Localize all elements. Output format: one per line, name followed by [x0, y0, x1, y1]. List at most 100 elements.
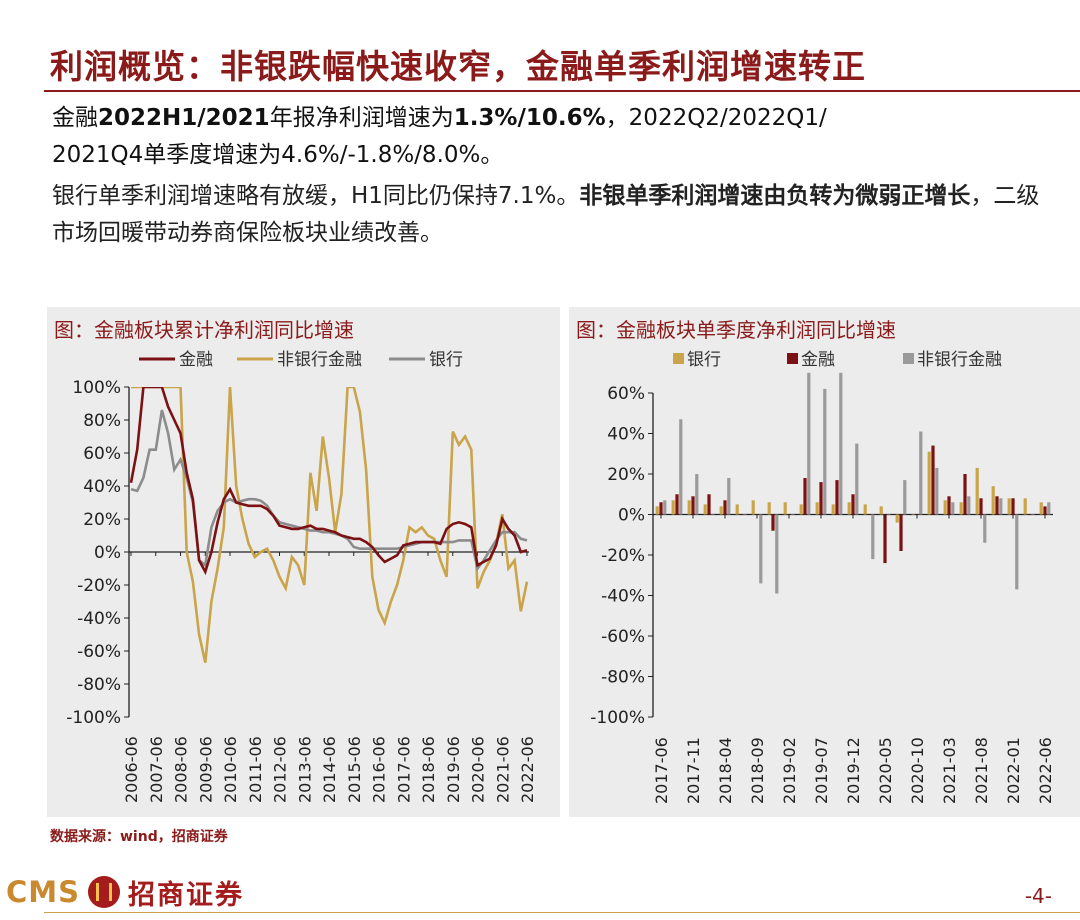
- y-tick-label: -100%: [590, 708, 645, 728]
- y-tick-label: 20%: [607, 465, 645, 485]
- x-tick-label: 2012-06: [271, 736, 290, 803]
- legend-label: 非银行金融: [277, 350, 362, 370]
- chart-title-cumulative: 图：金融板块累计净利润同比增速: [54, 318, 354, 342]
- bar-non-bank: [935, 467, 939, 515]
- bar-bank: [1039, 502, 1043, 515]
- x-tick-label: 2021-06: [493, 736, 512, 803]
- bar-bank: [895, 514, 899, 523]
- bar-non-bank: [839, 372, 843, 515]
- y-tick-label: 20%: [83, 510, 121, 530]
- bar-bank: [671, 500, 675, 515]
- bar-non-bank: [775, 514, 779, 594]
- bar-finance: [851, 494, 855, 515]
- title-divider: [44, 90, 1080, 92]
- bar-finance: [659, 502, 663, 515]
- bar-non-bank: [999, 498, 1003, 515]
- bar-finance: [691, 496, 695, 515]
- y-tick-label: 100%: [72, 378, 121, 398]
- x-tick-label: 2007-06: [147, 736, 166, 803]
- summary-line-1-run: 1.3%/10.6%: [453, 105, 606, 131]
- bar-non-bank: [855, 443, 859, 515]
- bar-non-bank: [903, 480, 907, 515]
- y-tick-label: -40%: [77, 609, 121, 629]
- bar-finance: [675, 494, 679, 515]
- legend-swatch: [903, 353, 914, 364]
- x-tick-label: 2019-12: [844, 737, 863, 804]
- x-tick-label: 2008-06: [172, 736, 191, 803]
- bar-bank: [943, 500, 947, 515]
- x-tick-label: 2020-10: [908, 737, 927, 804]
- x-tick-label: 2022-06: [1036, 737, 1055, 804]
- y-tick-label: 40%: [607, 425, 645, 445]
- summary-line-1-run: 金融: [52, 105, 98, 131]
- bar-bank: [735, 504, 739, 515]
- bar-bank: [927, 451, 931, 515]
- bar-bank: [863, 504, 867, 515]
- chart-title-quarterly: 图：金融板块单季度净利润同比增速: [576, 318, 896, 342]
- summary-line-1: 金融2022H1/2021年报净利润增速为1.3%/10.6%，2022Q2/2…: [52, 105, 827, 131]
- summary-line-2: 2021Q4单季度增速为4.6%/-1.8%/8.0%。: [52, 142, 504, 168]
- cms-logo: CMS 招商证券: [6, 872, 244, 912]
- bar-non-bank: [887, 514, 891, 515]
- chart-panel-cumulative: 图：金融板块累计净利润同比增速 金融 非银行金融 银行 100% 80% 60% 40% 20…: [47, 307, 560, 817]
- bar-finance: [1027, 514, 1031, 515]
- bar-non-bank: [1047, 502, 1051, 515]
- bar-finance: [867, 514, 871, 515]
- bar-non-bank: [919, 431, 923, 515]
- legend-swatch: [673, 353, 684, 364]
- bar-finance: [899, 514, 903, 551]
- bar-non-bank: [727, 478, 731, 515]
- bar-non-bank: [871, 514, 875, 560]
- x-tick-label: 2019-07: [812, 737, 831, 804]
- logo-text: CMS: [6, 875, 81, 909]
- x-tick-label: 2019-02: [780, 737, 799, 804]
- bar-non-bank: [951, 502, 955, 515]
- bar-finance: [771, 514, 775, 531]
- chart-legend: 金融 非银行金融 银行: [139, 350, 463, 370]
- bar-non-bank: [807, 372, 811, 515]
- bar-non-bank: [823, 388, 827, 515]
- bar-finance: [707, 494, 711, 515]
- bar-finance: [963, 474, 967, 515]
- x-tick-label: 2017-06: [394, 736, 413, 803]
- x-tick-label: 2018-04: [716, 737, 735, 804]
- y-tick-label: 40%: [83, 477, 121, 497]
- y-tick-label: -80%: [601, 668, 645, 688]
- chart-panel-quarterly: 图：金融板块单季度净利润同比增速 银行 金融 非银行金融 60% 40% 20% 0% -20…: [569, 307, 1080, 817]
- bar-bank: [799, 504, 803, 515]
- bar-non-bank: [983, 514, 987, 543]
- x-tick-label: 2020-06: [469, 736, 488, 803]
- x-tick-label: 2014-06: [320, 736, 339, 803]
- x-tick-label: 2015-06: [345, 736, 364, 803]
- bar-finance: [819, 482, 823, 515]
- bar-non-bank: [791, 514, 795, 515]
- logo-chinese-name: 招商证券: [128, 879, 245, 911]
- bar-bank: [687, 500, 691, 515]
- bar-bank: [655, 506, 659, 515]
- chart-legend: 银行 金融 非银行金融: [673, 350, 1002, 370]
- bar-non-bank: [695, 474, 699, 515]
- x-tick-label: 2016-06: [370, 736, 389, 803]
- summary-line-1-run: 年报净利润增速为: [269, 105, 454, 131]
- bar-finance: [883, 514, 887, 564]
- x-tick-label: 2022-01: [1004, 737, 1023, 804]
- bar-non-bank: [759, 514, 763, 584]
- bar-finance: [1043, 506, 1047, 515]
- bar-bank: [783, 502, 787, 515]
- bar-finance: [723, 500, 727, 515]
- footer-divider: [44, 912, 1080, 913]
- x-tick-label: 2010-06: [221, 736, 240, 803]
- summary-text: 金融2022H1/2021年报净利润增速为1.3%/10.6%，2022Q2/2…: [52, 100, 1062, 252]
- summary-line-1-run: ，2022Q2/2022Q1/: [605, 105, 827, 131]
- data-source-note: 数据来源：wind，招商证券: [50, 829, 228, 845]
- bar-bank: [959, 502, 963, 515]
- y-tick-label: -100%: [66, 708, 121, 728]
- bar-non-bank: [967, 496, 971, 515]
- x-tick-label: 2018-06: [419, 736, 438, 803]
- line-chart-cumulative-growth: 金融 非银行金融 银行 100% 80% 60% 40% 20% 0% -20% -40% -60% -…: [66, 350, 537, 803]
- legend-label: 金融: [179, 350, 213, 370]
- summary-paragraph-2-run: 非银单季利润增速由负转为微弱正增长: [579, 183, 971, 209]
- page-title: 利润概览：非银跌幅快速收窄，金融单季利润增速转正: [50, 47, 866, 86]
- x-tick-label: 2022-06: [518, 736, 537, 803]
- y-tick-label: 60%: [83, 444, 121, 464]
